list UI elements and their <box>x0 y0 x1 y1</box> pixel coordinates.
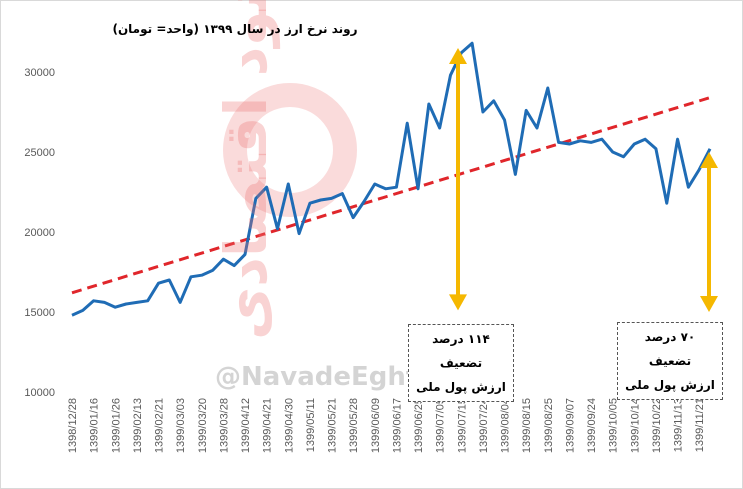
annotation-line: ارزش پول ملی <box>625 378 715 392</box>
x-tick-label: 1399/03/03 <box>175 398 187 453</box>
chart-title: روند نرخ ارز در سال ۱۳۹۹ (واحد= تومان) <box>112 22 358 36</box>
x-tick-label: 1399/11/13 <box>673 398 685 452</box>
logo-watermark <box>223 83 357 217</box>
y-tick-label: 25000 <box>24 147 55 159</box>
x-tick-label: 1399/10/14 <box>629 398 641 453</box>
x-tick-label: 1399/01/26 <box>110 398 122 453</box>
annotation-line: ۷۰ درصد تضعیف <box>644 330 696 368</box>
x-tick-label: 1399/05/28 <box>348 398 360 453</box>
x-tick-label: 1399/08/25 <box>543 398 555 453</box>
arrow-head <box>700 296 718 312</box>
arrow-head <box>700 152 718 168</box>
annotation-box: ۱۱۴ درصد تضعیف ارزش پول ملی <box>408 324 514 402</box>
x-tick-label: 1399/07/05 <box>435 398 447 453</box>
x-tick-label: 1399/08/15 <box>521 398 533 453</box>
x-tick-label: 1399/08/04 <box>500 398 512 453</box>
x-tick-label: 1399/03/28 <box>218 398 230 453</box>
logo-text: نود اقتصادی <box>212 0 280 340</box>
x-tick-label: 1398/12/28 <box>67 398 79 453</box>
x-tick-label: 1399/04/12 <box>240 398 252 453</box>
annotation-line: ارزش پول ملی <box>416 380 506 394</box>
x-tick-label: 1399/07/24 <box>478 398 490 453</box>
x-tick-label: 1399/05/11 <box>305 398 317 452</box>
x-tick-label: 1399/06/25 <box>413 398 425 453</box>
x-tick-label: 1399/05/21 <box>327 398 339 453</box>
annotation-box: ۷۰ درصد تضعیف ارزش پول ملی <box>617 322 723 400</box>
x-tick-label: 1399/06/17 <box>391 398 403 453</box>
y-tick-label: 30000 <box>24 67 55 79</box>
y-tick-label: 20000 <box>24 227 55 239</box>
x-tick-label: 1399/04/30 <box>283 398 295 453</box>
x-tick-label: 1399/09/07 <box>564 398 576 453</box>
x-tick-label: 1399/10/05 <box>608 398 620 453</box>
y-tick-label: 10000 <box>24 387 55 399</box>
x-tick-label: 1399/02/13 <box>132 398 144 453</box>
x-tick-label: 1399/04/21 <box>262 398 274 453</box>
x-tick-label: 1399/02/21 <box>154 398 166 453</box>
x-tick-label: 1399/11/21 <box>694 398 706 452</box>
x-tick-label: 1399/10/22 <box>651 398 663 453</box>
annotation-line: ۱۱۴ درصد تضعیف <box>432 332 490 370</box>
series-line <box>71 41 712 317</box>
x-tick-label: 1399/07/15 <box>456 398 468 453</box>
arrow-head <box>449 294 467 311</box>
x-tick-label: 1399/03/20 <box>197 398 209 453</box>
arrow-head <box>449 48 467 64</box>
x-tick-label: 1399/06/09 <box>370 398 382 453</box>
x-tick-label: 1399/01/16 <box>89 398 101 453</box>
y-tick-label: 15000 <box>24 307 55 319</box>
x-tick-label: 1399/09/24 <box>586 398 598 453</box>
